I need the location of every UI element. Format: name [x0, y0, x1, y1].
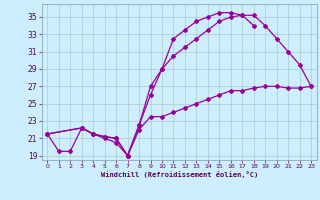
- X-axis label: Windchill (Refroidissement éolien,°C): Windchill (Refroidissement éolien,°C): [100, 171, 258, 178]
